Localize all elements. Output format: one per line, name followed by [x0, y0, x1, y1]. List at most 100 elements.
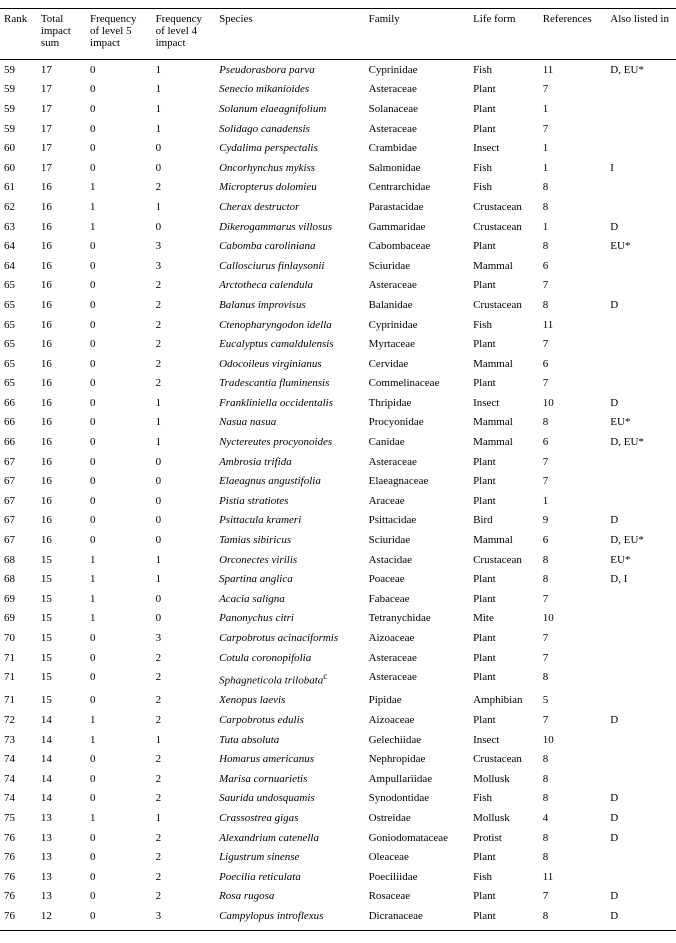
cell-f5: 0 [86, 138, 152, 158]
cell-also: D [606, 808, 676, 828]
cell-ref: 7 [539, 276, 607, 296]
cell-f4: 2 [152, 276, 216, 296]
cell-rank: 76 [0, 828, 37, 848]
cell-family: Psittacidae [365, 511, 469, 531]
cell-family: Cabombaceae [365, 236, 469, 256]
table-row: 591701Solidago canadensisAsteraceaePlant… [0, 119, 676, 139]
cell-f5: 0 [86, 906, 152, 930]
cell-species: Acacia saligna [215, 589, 365, 609]
cell-also [606, 256, 676, 276]
cell-total: 16 [37, 471, 86, 491]
cell-f4: 3 [152, 236, 216, 256]
cell-ref: 5 [539, 691, 607, 711]
cell-rank: 66 [0, 413, 37, 433]
cell-family: Elaeagnaceae [365, 471, 469, 491]
cell-life: Plant [469, 119, 539, 139]
table-row: 651602Arctotheca calendulaAsteraceaePlan… [0, 276, 676, 296]
cell-ref: 7 [539, 471, 607, 491]
col-f5: Frequency of level 5 impact [86, 9, 152, 60]
cell-total: 16 [37, 197, 86, 217]
table-row: 681511Orconectes virilisAstacidaeCrustac… [0, 550, 676, 570]
cell-total: 13 [37, 887, 86, 907]
cell-f5: 0 [86, 648, 152, 668]
cell-f4: 2 [152, 749, 216, 769]
cell-species: Nasua nasua [215, 413, 365, 433]
cell-ref: 8 [539, 847, 607, 867]
cell-rank: 76 [0, 867, 37, 887]
cell-life: Fish [469, 158, 539, 178]
cell-rank: 60 [0, 158, 37, 178]
cell-family: Ostreidae [365, 808, 469, 828]
table-row: 691510Acacia salignaFabaceaePlant7 [0, 589, 676, 609]
cell-life: Amphibian [469, 691, 539, 711]
cell-species: Balanus improvisus [215, 295, 365, 315]
cell-total: 17 [37, 138, 86, 158]
cell-also [606, 452, 676, 472]
cell-also [606, 119, 676, 139]
cell-rank: 76 [0, 847, 37, 867]
cell-f5: 0 [86, 315, 152, 335]
cell-also: D [606, 828, 676, 848]
col-also: Also listed in [606, 9, 676, 60]
cell-life: Insect [469, 393, 539, 413]
cell-ref: 10 [539, 730, 607, 750]
table-row: 731411Tuta absolutaGelechiidaeInsect10 [0, 730, 676, 750]
cell-life: Plant [469, 99, 539, 119]
cell-ref: 7 [539, 119, 607, 139]
cell-f4: 3 [152, 256, 216, 276]
cell-species: Cherax destructor [215, 197, 365, 217]
cell-rank: 69 [0, 609, 37, 629]
cell-species: Marisa cornuarietis [215, 769, 365, 789]
cell-also [606, 315, 676, 335]
cell-life: Plant [469, 80, 539, 100]
cell-also [606, 667, 676, 690]
cell-family: Rosaceae [365, 887, 469, 907]
cell-species: Panonychus citri [215, 609, 365, 629]
cell-family: Goniodomataceae [365, 828, 469, 848]
cell-family: Asteraceae [365, 648, 469, 668]
cell-life: Mammal [469, 530, 539, 550]
cell-family: Crambidae [365, 138, 469, 158]
table-row: 761302Poecilia reticulataPoeciliidaeFish… [0, 867, 676, 887]
cell-ref: 7 [539, 452, 607, 472]
cell-life: Plant [469, 710, 539, 730]
table-row: 701503Carpobrotus acinaciformisAizoaceae… [0, 628, 676, 648]
cell-ref: 7 [539, 628, 607, 648]
cell-f5: 1 [86, 178, 152, 198]
cell-total: 17 [37, 119, 86, 139]
cell-f5: 0 [86, 452, 152, 472]
cell-life: Crustacean [469, 749, 539, 769]
cell-f4: 1 [152, 569, 216, 589]
cell-ref: 8 [539, 906, 607, 930]
table-body: 591701Pseudorasbora parvaCyprinidaeFish1… [0, 60, 676, 931]
cell-also [606, 609, 676, 629]
cell-total: 16 [37, 491, 86, 511]
table-row: 681511Spartina anglicaPoaceaePlant8D, I [0, 569, 676, 589]
cell-also [606, 491, 676, 511]
cell-also [606, 276, 676, 296]
cell-family: Fabaceae [365, 589, 469, 609]
cell-life: Insect [469, 138, 539, 158]
cell-total: 14 [37, 730, 86, 750]
cell-total: 16 [37, 217, 86, 237]
cell-total: 13 [37, 808, 86, 828]
cell-ref: 6 [539, 432, 607, 452]
col-species: Species [215, 9, 365, 60]
cell-species: Spartina anglica [215, 569, 365, 589]
cell-family: Nephropidae [365, 749, 469, 769]
table-row: 761302Rosa rugosaRosaceaePlant7D [0, 887, 676, 907]
cell-f5: 0 [86, 887, 152, 907]
cell-f5: 0 [86, 158, 152, 178]
cell-life: Plant [469, 491, 539, 511]
cell-ref: 8 [539, 667, 607, 690]
cell-ref: 8 [539, 828, 607, 848]
cell-rank: 61 [0, 178, 37, 198]
cell-total: 13 [37, 867, 86, 887]
table-row: 661601Frankliniella occidentalisThripida… [0, 393, 676, 413]
cell-total: 16 [37, 374, 86, 394]
cell-also: EU* [606, 550, 676, 570]
col-f4: Frequency of level 4 impact [152, 9, 216, 60]
cell-f4: 1 [152, 197, 216, 217]
cell-total: 12 [37, 906, 86, 930]
table-row: 741402Saurida undosquamisSynodontidaeFis… [0, 789, 676, 809]
